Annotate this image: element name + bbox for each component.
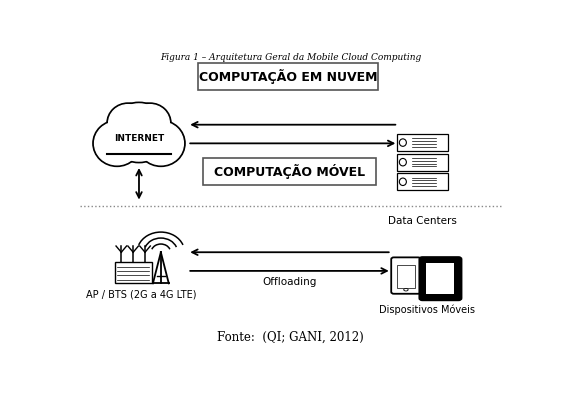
Text: COMPUTAÇÃO MÓVEL: COMPUTAÇÃO MÓVEL	[214, 164, 365, 179]
Ellipse shape	[399, 158, 407, 166]
Ellipse shape	[130, 105, 170, 142]
Text: Figura 1 – Arquitetura Geral da Mobile Cloud Computing: Figura 1 – Arquitetura Geral da Mobile C…	[160, 53, 421, 62]
FancyBboxPatch shape	[426, 263, 455, 294]
Text: Data Centers: Data Centers	[388, 216, 457, 226]
Text: Fonte:  (QI; GANI, 2012): Fonte: (QI; GANI, 2012)	[217, 331, 364, 344]
Ellipse shape	[399, 139, 407, 146]
FancyBboxPatch shape	[115, 261, 152, 283]
Ellipse shape	[93, 120, 141, 166]
Ellipse shape	[137, 120, 185, 166]
FancyBboxPatch shape	[391, 257, 421, 294]
FancyBboxPatch shape	[202, 158, 376, 185]
FancyBboxPatch shape	[397, 173, 448, 190]
Ellipse shape	[109, 104, 169, 161]
Ellipse shape	[138, 122, 183, 165]
Ellipse shape	[399, 178, 407, 185]
Text: COMPUTAÇÃO EM NUVEM: COMPUTAÇÃO EM NUVEM	[199, 69, 378, 84]
FancyBboxPatch shape	[397, 265, 415, 288]
Text: Dispositivos Móveis: Dispositivos Móveis	[379, 304, 475, 315]
FancyBboxPatch shape	[397, 134, 448, 151]
FancyBboxPatch shape	[107, 133, 171, 154]
Ellipse shape	[129, 103, 171, 143]
FancyBboxPatch shape	[397, 154, 448, 171]
FancyBboxPatch shape	[198, 63, 378, 90]
Ellipse shape	[107, 102, 171, 163]
Text: Offloading: Offloading	[262, 277, 316, 287]
FancyBboxPatch shape	[420, 257, 462, 300]
Ellipse shape	[109, 105, 147, 142]
Ellipse shape	[107, 103, 149, 143]
Text: AP / BTS (2G a 4G LTE): AP / BTS (2G a 4G LTE)	[86, 290, 196, 300]
Text: INTERNET: INTERNET	[114, 134, 164, 143]
Ellipse shape	[95, 122, 139, 165]
Ellipse shape	[404, 288, 408, 291]
